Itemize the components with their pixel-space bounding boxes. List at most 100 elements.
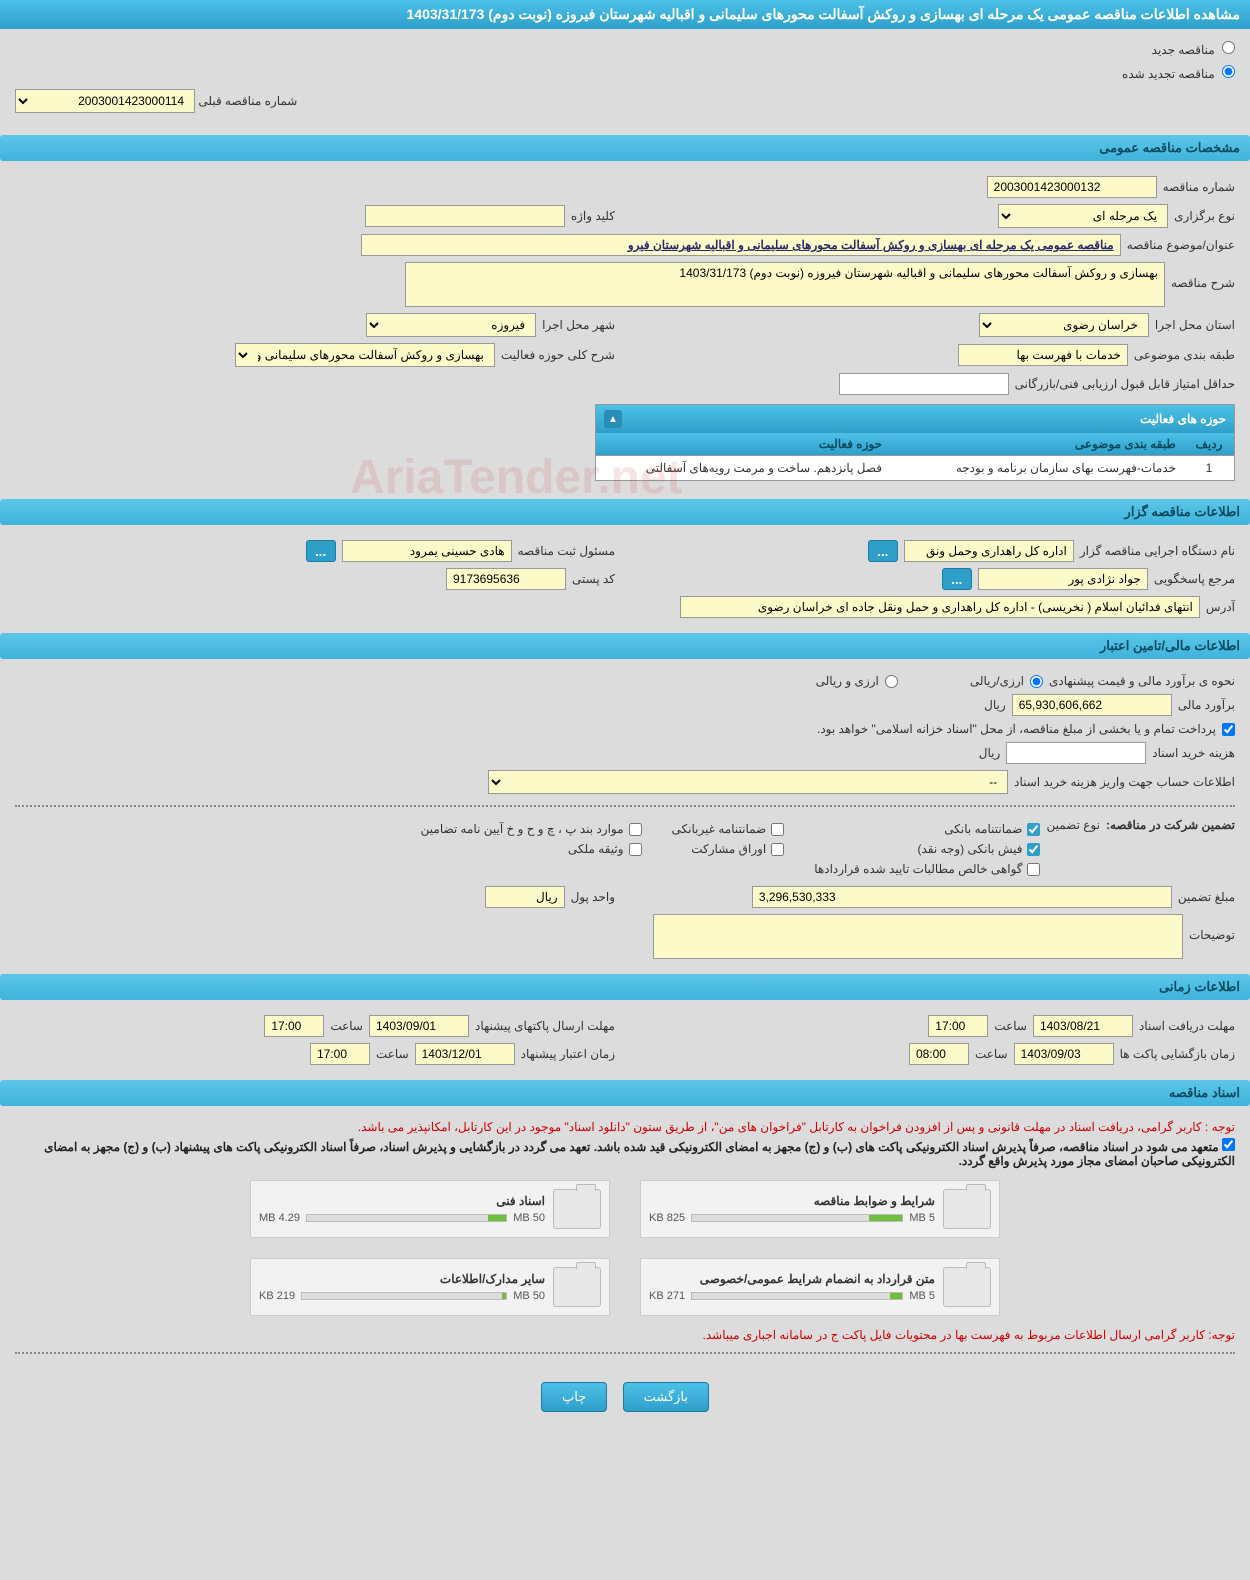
progress-bar [691, 1292, 903, 1300]
bid-send-date[interactable] [369, 1015, 469, 1037]
radio-rial[interactable] [1030, 675, 1043, 688]
files-row-2: متن قرارداد به انضمام شرایط عمومی/خصوصی … [15, 1248, 1235, 1326]
print-button[interactable]: چاپ [541, 1382, 607, 1412]
province-label: استان محل اجرا [1155, 318, 1235, 332]
type-select[interactable]: یک مرحله ای [998, 204, 1168, 228]
desc-textarea[interactable]: بهسازی و روکش آسفالت محورهای سلیمانی و ا… [405, 262, 1165, 307]
cb-net-claims-label: گواهی خالص مطالبات تایید شده قراردادها [814, 862, 1022, 876]
cb-bank-receipt-label: فیش بانکی (وجه نقد) [918, 842, 1023, 856]
responder-lookup-button[interactable]: ... [942, 568, 972, 590]
validity-date[interactable] [415, 1043, 515, 1065]
prev-number-select[interactable]: 2003001423000114 [15, 89, 195, 113]
tender-number-input[interactable] [987, 176, 1157, 198]
progress-bar [691, 1214, 903, 1222]
amount-unit: ریال [984, 698, 1006, 712]
radio-renewed-tender[interactable] [1222, 65, 1235, 78]
remarks-textarea[interactable] [653, 914, 1183, 959]
docs-note-3: توجه: کاربر گرامی ارسال اطلاعات مربوط به… [15, 1326, 1235, 1344]
address-label: آدرس [1206, 600, 1235, 614]
table-row: 1 خدمات-فهرست بهای سازمان برنامه و بودجه… [596, 456, 1234, 480]
province-select[interactable]: خراسان رضوی [979, 313, 1149, 337]
file-title: متن قرارداد به انضمام شرایط عمومی/خصوصی [649, 1272, 935, 1286]
cb-securities[interactable] [771, 843, 784, 856]
city-select[interactable]: فیروزه [366, 313, 536, 337]
category-input[interactable] [958, 344, 1128, 366]
cb-clauses[interactable] [629, 823, 642, 836]
account-info-select[interactable]: -- [488, 770, 1008, 794]
reg-officer-lookup-button[interactable]: ... [306, 540, 336, 562]
section-general: مشخصات مناقصه عمومی [0, 135, 1250, 161]
section-financial: اطلاعات مالی/تامین اعتبار [0, 633, 1250, 659]
desc-label: شرح مناقصه [1171, 262, 1235, 290]
guarantee-amount-input[interactable] [752, 886, 1172, 908]
activity-table-title: حوزه های فعالیت [1140, 412, 1226, 426]
responder-input[interactable] [978, 568, 1148, 590]
holder-section: نام دستگاه اجرایی مناقصه گزار ... مسئول … [0, 529, 1250, 629]
open-time[interactable] [909, 1043, 969, 1065]
th-index: ردیف [1184, 433, 1234, 455]
cb-net-claims[interactable] [1027, 863, 1040, 876]
org-input[interactable] [904, 540, 1074, 562]
keyword-label: کلید واژه [571, 209, 615, 223]
folder-icon [943, 1189, 991, 1229]
payment-note: پرداخت تمام و یا بخشی از مبلغ مناقصه، از… [817, 722, 1216, 736]
file-block[interactable]: اسناد فنی 50 MB 4.29 MB [250, 1180, 610, 1238]
doc-deadline-time[interactable] [928, 1015, 988, 1037]
doc-cost-input[interactable] [1006, 742, 1146, 764]
guarantee-label: تضمین شرکت در مناقصه: [1106, 818, 1235, 832]
reg-officer-input[interactable] [342, 540, 512, 562]
separator [15, 1352, 1235, 1354]
back-button[interactable]: بازگشت [623, 1382, 709, 1412]
time-label-2: ساعت [330, 1019, 363, 1033]
file-block[interactable]: شرایط و ضوابط مناقصه 5 MB 825 KB [640, 1180, 1000, 1238]
cb-property[interactable] [629, 843, 642, 856]
radio-renewed-label: مناقصه تجدید شده [1122, 67, 1215, 81]
time-label-1: ساعت [994, 1019, 1027, 1033]
open-date[interactable] [1014, 1043, 1114, 1065]
file-block[interactable]: سایر مدارک/اطلاعات 50 MB 219 KB [250, 1258, 610, 1316]
commitment-checkbox[interactable] [1222, 1138, 1235, 1151]
section-holder: اطلاعات مناقصه گزار [0, 499, 1250, 525]
postcode-input[interactable] [446, 568, 566, 590]
category-label: طبقه بندی موضوعی [1134, 348, 1235, 362]
time-label-4: ساعت [376, 1047, 409, 1061]
cb-bank-receipt[interactable] [1027, 843, 1040, 856]
time-label-3: ساعت [975, 1047, 1008, 1061]
amount-input[interactable] [1012, 694, 1172, 716]
responder-label: مرجع پاسخگویی [1154, 572, 1235, 586]
bid-send-time[interactable] [264, 1015, 324, 1037]
cb-nonbank-guarantee[interactable] [771, 823, 784, 836]
doc-deadline-date[interactable] [1033, 1015, 1133, 1037]
radio-rial-label: ارزی/ریالی [970, 674, 1024, 688]
subject-label: عنوان/موضوع مناقصه [1127, 238, 1235, 252]
radio-both[interactable] [885, 675, 898, 688]
section-time: اطلاعات زمانی [0, 974, 1250, 1000]
collapse-icon[interactable]: ▲ [604, 410, 622, 428]
th-activity: حوزه فعالیت [596, 433, 890, 455]
file-used: 825 KB [649, 1212, 685, 1224]
validity-time[interactable] [310, 1043, 370, 1065]
general-section: شماره مناقصه نوع برگزاری یک مرحله ای کلی… [0, 165, 1250, 495]
payment-note-checkbox[interactable] [1222, 723, 1235, 736]
currency-unit-input[interactable] [485, 886, 565, 908]
activity-scope-select[interactable]: بهسازی و روکش آسفالت محورهای سلیمانی و [235, 343, 495, 367]
file-title: شرایط و ضوابط مناقصه [649, 1194, 935, 1208]
file-used: 271 KB [649, 1290, 685, 1302]
radio-new-tender[interactable] [1222, 41, 1235, 54]
org-lookup-button[interactable]: ... [868, 540, 898, 562]
guarantee-type-label: نوع تضمین [1046, 818, 1099, 832]
subject-input[interactable] [361, 234, 1121, 256]
doc-deadline-label: مهلت دریافت اسناد [1139, 1019, 1235, 1033]
activity-table: حوزه های فعالیت ▲ ردیف طبقه بندی موضوعی … [595, 404, 1235, 481]
guarantee-amount-label: مبلغ تضمین [1178, 890, 1235, 904]
file-used: 4.29 MB [259, 1212, 300, 1224]
min-score-input[interactable] [839, 373, 1009, 395]
file-block[interactable]: متن قرارداد به انضمام شرایط عمومی/خصوصی … [640, 1258, 1000, 1316]
open-label: زمان بازگشایی پاکت ها [1120, 1047, 1235, 1061]
keyword-input[interactable] [365, 205, 565, 227]
file-total: 50 MB [513, 1212, 545, 1224]
city-label: شهر محل اجرا [542, 318, 615, 332]
address-input[interactable] [680, 596, 1200, 618]
amount-label: برآورد مالی [1178, 698, 1235, 712]
cb-bank-guarantee[interactable] [1027, 823, 1040, 836]
